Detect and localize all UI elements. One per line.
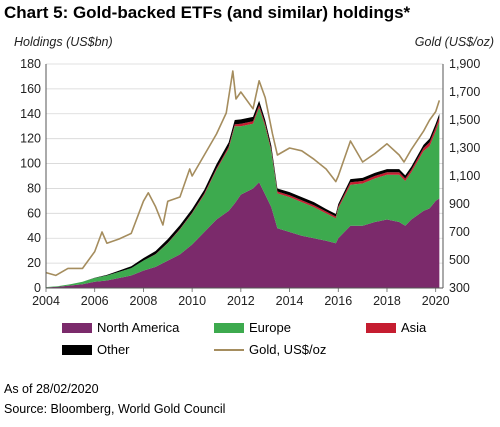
legend-item-europe: Europe xyxy=(214,320,291,335)
gold-line-layer xyxy=(45,70,441,277)
y2-tick-label-300: 300 xyxy=(449,281,470,295)
y-tick-label-80: 80 xyxy=(27,181,41,195)
gold-price-line xyxy=(45,70,441,277)
legend-item-north-america: North America xyxy=(62,320,179,335)
x-tick-label-2016: 2016 xyxy=(324,294,352,308)
x-tick-label-2008: 2008 xyxy=(130,294,158,308)
axis-layer: 0 20 40 60 80 100 120 140 160 180 300 500 700 900 1,10… xyxy=(20,57,480,308)
y2-tick-label-1900: 1,900 xyxy=(449,57,480,71)
y-tick-label-40: 40 xyxy=(27,231,41,245)
y2-tick-label-1100: 1,100 xyxy=(449,169,480,183)
x-tick-label-2006: 2006 xyxy=(81,294,109,308)
right-axis-title: Gold (US$/oz) xyxy=(414,35,494,49)
as-of-note: As of 28/02/2020 xyxy=(4,382,99,396)
y-tick-label-60: 60 xyxy=(27,206,41,220)
legend-item-other: Other xyxy=(62,342,130,357)
legend-label-gold: Gold, US$/oz xyxy=(249,342,327,357)
x-tick-label-2004: 2004 xyxy=(32,294,60,308)
x-tick-label-2014: 2014 xyxy=(276,294,304,308)
area-layer xyxy=(46,100,440,288)
x-tick-label-2020: 2020 xyxy=(422,294,450,308)
x-tick-label-2018: 2018 xyxy=(373,294,401,308)
legend-label-other: Other xyxy=(97,342,130,357)
y2-tick-label-900: 900 xyxy=(449,197,470,211)
source-note: Source: Bloomberg, World Gold Council xyxy=(4,402,226,416)
y-tick-label-120: 120 xyxy=(20,132,41,146)
legend-item-asia: Asia xyxy=(366,320,426,335)
y-tick-label-160: 160 xyxy=(20,82,41,96)
y2-tick-label-1700: 1,700 xyxy=(449,85,480,99)
legend-label-asia: Asia xyxy=(401,320,427,335)
legend-label-north-america: North America xyxy=(97,320,180,335)
legend-item-gold: Gold, US$/oz xyxy=(214,342,326,357)
area-north-america xyxy=(46,182,440,288)
x-tick-label-2012: 2012 xyxy=(227,294,255,308)
left-axis-title: Holdings (US$bn) xyxy=(14,35,113,49)
y2-tick-label-700: 700 xyxy=(449,225,470,239)
legend-swatch-gold xyxy=(214,348,244,351)
legend-swatch-north-america xyxy=(62,322,92,333)
chart-title: Chart 5: Gold-backed ETFs (and similar) … xyxy=(4,3,411,22)
y-tick-label-20: 20 xyxy=(27,256,41,270)
legend-label-europe: Europe xyxy=(249,320,291,335)
x-tick-label-2010: 2010 xyxy=(178,294,206,308)
plot-area: 0 20 40 60 80 100 120 140 160 180 300 500 700 900 1,10… xyxy=(20,57,480,308)
legend-swatch-asia xyxy=(366,322,396,333)
y-tick-label-180: 180 xyxy=(20,57,41,71)
y2-tick-label-500: 500 xyxy=(449,253,470,267)
legend-swatch-europe xyxy=(214,322,244,333)
area-europe xyxy=(46,107,440,288)
y-tick-label-0: 0 xyxy=(34,281,41,295)
y-tick-label-100: 100 xyxy=(20,157,41,171)
y2-tick-label-1300: 1,300 xyxy=(449,141,480,155)
legend-swatch-other xyxy=(62,344,92,355)
y-tick-label-140: 140 xyxy=(20,107,41,121)
y2-tick-label-1500: 1,500 xyxy=(449,113,480,127)
